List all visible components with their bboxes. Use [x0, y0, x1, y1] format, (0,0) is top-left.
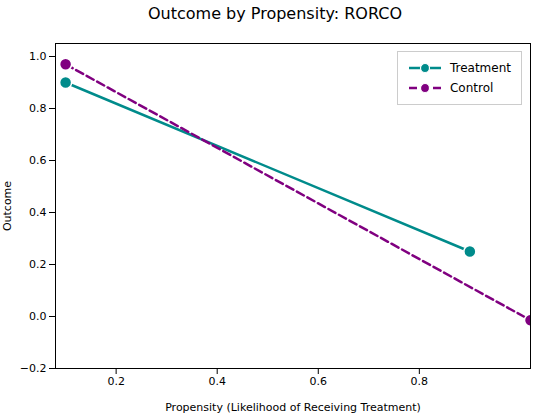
- svg-text:0.0: 0.0: [29, 310, 47, 323]
- svg-text:−0.2: −0.2: [20, 362, 47, 375]
- svg-text:0.4: 0.4: [29, 206, 47, 219]
- svg-text:0.2: 0.2: [29, 258, 47, 271]
- svg-text:Outcome: Outcome: [1, 181, 14, 231]
- html-text:Treatment: Treatment: [449, 61, 511, 75]
- html-text:Control: Control: [449, 81, 494, 95]
- html-text:Outcome by Propensity: RORCO: Outcome by Propensity: RORCO: [148, 4, 402, 23]
- svg-text:1.0: 1.0: [29, 50, 47, 63]
- svg-text:0.8: 0.8: [29, 102, 47, 115]
- svg-text:0.8: 0.8: [411, 375, 429, 388]
- svg-text:Propensity (Likelihood of Rece: Propensity (Likelihood of Receiving Trea…: [165, 401, 421, 414]
- svg-text:0.4: 0.4: [208, 375, 226, 388]
- svg-text:0.6: 0.6: [310, 375, 328, 388]
- svg-text:0.2: 0.2: [107, 375, 125, 388]
- svg-text:0.6: 0.6: [29, 154, 47, 167]
